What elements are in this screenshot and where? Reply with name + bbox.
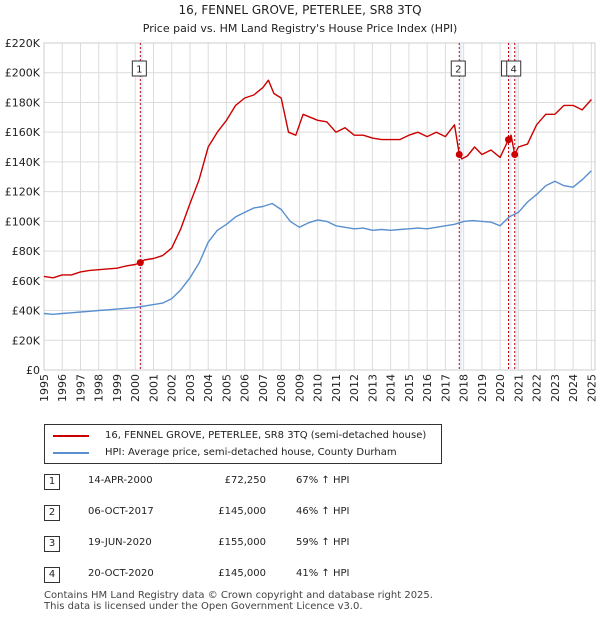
legend-line-property (53, 435, 89, 437)
x-tick-label: 2019 (476, 374, 489, 402)
x-tick-label: 1995 (38, 374, 51, 402)
x-tick-label: 2014 (385, 374, 398, 402)
y-tick-label: £200K (5, 67, 41, 80)
y-tick-label: £60K (12, 275, 41, 288)
transaction-price: £145,000 (218, 568, 266, 579)
legend-label-property: 16, FENNEL GROVE, PETERLEE, SR8 3TQ (sem… (105, 430, 427, 441)
y-tick-label: £120K (5, 186, 41, 199)
y-axis-labels: £0 £20K £40K £60K £80K £100K £120K £140K £160K £1… (5, 37, 41, 377)
x-tick-label: 2015 (403, 374, 416, 402)
x-tick-label: 2009 (293, 374, 306, 402)
sale-label: 4 (511, 65, 517, 76)
table-row: 2 06-OCT-2017 £145,000 46% ↑ HPI (44, 503, 404, 523)
transaction-hpi: 41% ↑ HPI (296, 568, 350, 579)
sale-point (455, 150, 463, 158)
legend-item-property: 16, FENNEL GROVE, PETERLEE, SR8 3TQ (sem… (53, 429, 426, 443)
x-tick-label: 2023 (549, 374, 562, 402)
x-tick-label: 2016 (421, 374, 434, 402)
x-tick-label: 1999 (111, 374, 124, 402)
price-chart: 16, FENNEL GROVE, PETERLEE, SR8 3TQ Pric… (5, 3, 599, 402)
x-tick-label: 2006 (239, 374, 252, 402)
x-tick-label: 2000 (129, 374, 142, 402)
sale-shade (514, 43, 518, 370)
x-tick-label: 2012 (348, 374, 361, 402)
transaction-number: 2 (44, 505, 60, 521)
sale-shade (140, 43, 144, 370)
table-row: 3 19-JUN-2020 £155,000 59% ↑ HPI (44, 534, 404, 554)
transaction-hpi: 59% ↑ HPI (296, 537, 350, 548)
x-tick-label: 2002 (166, 374, 179, 402)
sale-label-box (506, 60, 522, 77)
transaction-price: £155,000 (218, 537, 266, 548)
x-tick-label: 1997 (74, 374, 87, 402)
transaction-number: 4 (44, 567, 60, 583)
chart-subtitle: Price paid vs. HM Land Registry's House … (143, 22, 458, 35)
legend-item-hpi: HPI: Average price, semi-detached house,… (53, 446, 397, 460)
transaction-price: £72,250 (224, 475, 266, 486)
x-tick-label: 2022 (531, 374, 544, 402)
footer-copyright: Contains HM Land Registry data © Crown c… (44, 590, 433, 601)
y-tick-label: £100K (5, 215, 41, 228)
footer-license: This data is licensed under the Open Gov… (44, 601, 363, 612)
x-tick-label: 2025 (585, 374, 598, 402)
y-tick-label: £80K (12, 245, 41, 258)
x-axis-labels: 1995 1996 1997 1998 1999 2000 2001 2002 2003 2004… (38, 374, 598, 402)
x-tick-label: 2013 (366, 374, 379, 402)
x-tick-label: 2007 (257, 374, 270, 402)
x-tick-label: 2011 (330, 374, 343, 402)
x-tick-label: 2024 (567, 374, 580, 402)
legend-line-hpi (53, 452, 89, 454)
x-tick-label: 2010 (312, 374, 325, 402)
sale-label-box (450, 60, 466, 77)
legend-label-hpi: HPI: Average price, semi-detached house,… (105, 447, 397, 458)
sale-shade (459, 43, 463, 370)
y-tick-label: £0 (26, 364, 40, 377)
y-tick-label: £40K (12, 305, 41, 318)
y-tick-label: £180K (5, 96, 41, 109)
transaction-number: 1 (44, 474, 60, 490)
footer-notice: Contains HM Land Registry data © Crown c… (44, 590, 433, 612)
sale-shade (508, 43, 512, 370)
x-tick-label: 2001 (147, 374, 160, 402)
y-tick-label: £20K (12, 334, 41, 347)
chart-title: 16, FENNEL GROVE, PETERLEE, SR8 3TQ (178, 3, 421, 17)
x-tick-label: 2008 (275, 374, 288, 402)
sale-markers: 1234 (131, 60, 522, 267)
chart-legend: 16, FENNEL GROVE, PETERLEE, SR8 3TQ (sem… (44, 424, 442, 464)
plot-border (43, 42, 596, 371)
plot-area (44, 43, 595, 370)
transaction-date: 19-JUN-2020 (88, 537, 152, 548)
x-tick-label: 2020 (494, 374, 507, 402)
x-tick-label: 1998 (93, 374, 106, 402)
transaction-price: £145,000 (218, 506, 266, 517)
sale-label-box (131, 60, 147, 77)
sale-label: 2 (455, 65, 461, 76)
x-tick-label: 2018 (458, 374, 471, 402)
transaction-date: 20-OCT-2020 (88, 568, 154, 579)
chart-grid (43, 42, 596, 371)
x-tick-label: 1996 (56, 374, 69, 402)
series-line (43, 170, 592, 315)
x-tick-label: 2003 (184, 374, 197, 402)
sale-shading (139, 43, 518, 370)
x-tick-label: 2021 (512, 374, 525, 402)
y-tick-label: £140K (5, 156, 41, 169)
y-tick-label: £160K (5, 126, 41, 139)
sale-point (511, 150, 519, 158)
transaction-date: 14-APR-2000 (88, 475, 153, 486)
y-tick-label: £220K (5, 37, 41, 50)
table-row: 1 14-APR-2000 £72,250 67% ↑ HPI (44, 472, 404, 492)
sale-point (136, 259, 144, 267)
transaction-date: 06-OCT-2017 (88, 506, 154, 517)
transaction-hpi: 46% ↑ HPI (296, 506, 350, 517)
x-tick-label: 2017 (439, 374, 452, 402)
sale-point (505, 136, 513, 144)
transaction-hpi: 67% ↑ HPI (296, 475, 350, 486)
x-tick-label: 2004 (202, 374, 215, 402)
table-row: 4 20-OCT-2020 £145,000 41% ↑ HPI (44, 565, 404, 585)
sale-label: 1 (136, 65, 142, 76)
x-tick-label: 2005 (220, 374, 233, 402)
transaction-number: 3 (44, 536, 60, 552)
